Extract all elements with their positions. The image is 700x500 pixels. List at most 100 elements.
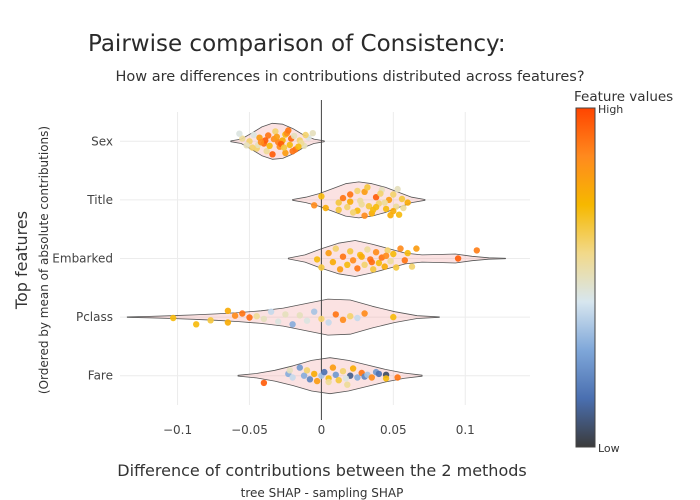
- data-point: [335, 206, 342, 213]
- data-point: [375, 259, 383, 267]
- data-point: [335, 199, 342, 206]
- data-point: [318, 193, 325, 200]
- data-point: [336, 266, 344, 273]
- data-point: [344, 203, 351, 211]
- data-point: [401, 257, 408, 264]
- data-point: [260, 379, 268, 387]
- chart-subtitle: How are differences in contributions dis…: [115, 69, 584, 85]
- y-tick-label: Pclass: [76, 310, 113, 324]
- data-point: [397, 245, 404, 252]
- y-tick-label: Fare: [88, 369, 113, 383]
- data-point: [395, 211, 403, 218]
- data-point: [332, 245, 339, 252]
- data-point: [329, 364, 337, 371]
- data-point: [322, 204, 329, 212]
- data-point: [372, 194, 380, 201]
- colorbar-high-label: High: [598, 103, 623, 116]
- data-point: [306, 376, 314, 383]
- data-point: [269, 151, 276, 158]
- data-point: [390, 250, 397, 258]
- data-point: [364, 184, 371, 191]
- data-point: [257, 139, 265, 146]
- data-point: [339, 253, 347, 260]
- data-point: [231, 312, 239, 319]
- data-point: [361, 212, 368, 219]
- data-point: [285, 127, 292, 134]
- chart-title: Pairwise comparison of Consistency:: [88, 31, 506, 57]
- data-point: [382, 205, 390, 213]
- data-point: [390, 191, 397, 198]
- data-point: [342, 375, 350, 382]
- data-point: [300, 372, 308, 379]
- data-point: [289, 148, 296, 155]
- data-point: [354, 314, 361, 322]
- data-point: [381, 263, 388, 270]
- data-point: [313, 377, 321, 385]
- data-point: [295, 143, 302, 150]
- data-point: [387, 212, 394, 219]
- data-point: [265, 132, 272, 139]
- colorbar: [575, 107, 596, 448]
- data-point: [289, 374, 296, 381]
- data-point: [413, 245, 420, 252]
- data-point: [311, 202, 318, 209]
- data-point: [347, 191, 354, 198]
- data-point: [349, 209, 357, 216]
- data-point: [404, 249, 411, 257]
- x-axis-subtitle: tree SHAP - sampling SHAP: [241, 486, 404, 500]
- x-tick-label: 0.05: [380, 423, 407, 437]
- data-point: [404, 199, 411, 206]
- data-point: [246, 314, 253, 321]
- data-point: [393, 264, 400, 271]
- data-point: [250, 131, 257, 139]
- data-point: [263, 148, 270, 155]
- violin-pclass: [126, 298, 440, 336]
- data-point: [296, 312, 303, 319]
- data-point: [473, 247, 480, 254]
- data-point: [332, 371, 339, 378]
- colorbar-title: Feature values: [574, 89, 673, 105]
- data-point: [364, 246, 371, 253]
- data-point: [354, 265, 361, 272]
- data-point: [354, 187, 361, 195]
- data-point: [347, 313, 354, 320]
- data-point: [354, 374, 361, 381]
- data-point: [377, 190, 384, 197]
- y-tick-label: Embarked: [52, 252, 113, 266]
- data-point: [303, 367, 311, 374]
- data-point: [365, 203, 373, 210]
- data-point: [311, 370, 318, 378]
- data-point: [398, 195, 406, 203]
- data-point: [236, 130, 243, 137]
- data-point: [325, 319, 332, 326]
- data-point: [394, 185, 401, 193]
- data-point: [286, 367, 293, 374]
- data-point: [313, 256, 321, 263]
- data-point: [249, 144, 256, 151]
- data-point: [289, 321, 296, 328]
- y-axis-subtitle: (Ordered by mean of absolute contributio…: [37, 126, 51, 394]
- data-point: [381, 199, 388, 206]
- data-point: [368, 374, 375, 381]
- data-point: [400, 204, 407, 212]
- data-point: [408, 263, 416, 270]
- data-point: [275, 318, 282, 325]
- data-point: [372, 203, 380, 211]
- data-point: [224, 307, 232, 314]
- data-point: [282, 311, 289, 318]
- data-point: [454, 255, 462, 262]
- data-point: [296, 364, 303, 371]
- data-point: [243, 142, 250, 149]
- y-tick-labels: Sex Title Embarked Pclass Fare: [52, 134, 113, 382]
- data-point: [260, 315, 268, 323]
- data-point: [390, 313, 397, 321]
- gridlines: [120, 112, 530, 405]
- data-point: [224, 319, 232, 326]
- data-point: [375, 370, 383, 378]
- x-axis-title: Difference of contributions between the …: [117, 461, 526, 480]
- data-point: [280, 144, 288, 151]
- violin-embarked: [287, 240, 506, 277]
- colorbar-low-label: Low: [598, 442, 620, 455]
- x-tick-label: 0.1: [456, 423, 475, 437]
